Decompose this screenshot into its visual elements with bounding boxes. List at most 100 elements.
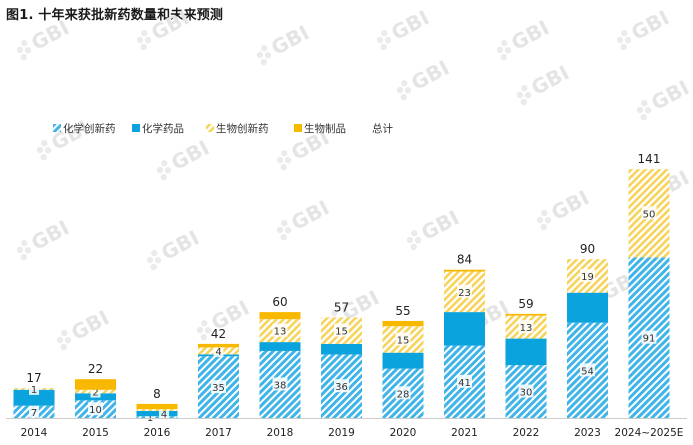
data-label: 13 — [520, 323, 533, 334]
data-label: 36 — [335, 382, 348, 393]
data-label-box — [211, 380, 226, 394]
x-tick-label: 2018 — [267, 427, 294, 439]
data-label-box — [395, 386, 411, 400]
legend-item: 生物创新药 — [206, 122, 269, 135]
watermark-text: GBI — [507, 15, 553, 55]
data-label: 7 — [31, 408, 37, 419]
data-label: 2 — [92, 388, 98, 399]
total-label: 22 — [88, 362, 103, 376]
x-tick-label: 2019 — [328, 427, 355, 439]
gbi-watermark: GBI — [376, 5, 433, 51]
data-label-box — [272, 323, 288, 337]
data-label-box — [334, 323, 349, 337]
x-tick-label: 2016 — [144, 427, 171, 439]
legend-label: 总计 — [372, 122, 393, 135]
watermark-text: GBI — [47, 115, 93, 155]
gbi-watermark: GBI — [16, 215, 73, 261]
x-tick-label: 2017 — [205, 427, 232, 439]
total-label: 84 — [457, 253, 472, 267]
data-label: 15 — [335, 327, 348, 338]
bar-bio-product-2020 — [382, 320, 424, 327]
data-label: 41 — [458, 378, 471, 389]
gbi-watermark: GBI — [396, 55, 453, 101]
gbi-watermark: GBI — [156, 135, 213, 181]
watermark-text: GBI — [167, 135, 213, 175]
total-label: 17 — [26, 371, 41, 385]
bar-bio-product-2015 — [75, 379, 116, 390]
watermark-text: GBI — [417, 205, 463, 245]
data-label-box — [29, 404, 39, 418]
data-label-box — [641, 330, 657, 344]
gbi-watermark: GBI — [636, 75, 693, 121]
data-label: 54 — [581, 366, 594, 377]
watermark-text: GBI — [267, 20, 313, 60]
legend-swatch — [294, 124, 302, 132]
gbi-watermark: GBI — [536, 185, 593, 231]
bar-chem-drug-2019 — [321, 343, 362, 355]
bar-bio-product-2017 — [198, 343, 239, 348]
bar-chem-drug-2014 — [13, 389, 55, 406]
data-label: 10 — [89, 405, 102, 416]
bar-bio-product-2016 — [136, 403, 178, 410]
data-label-box — [395, 332, 411, 346]
watermark-text: GBI — [627, 5, 673, 45]
x-tick-label: 2023 — [574, 427, 601, 439]
x-tick-label: 2014 — [21, 427, 48, 439]
x-axis: 2014 2015 2016 2017 2018 2019 2020 2021 2022 2023… — [6, 418, 687, 439]
legend-label: 化学创新药 — [63, 122, 116, 135]
legend-item: 化学药品 — [132, 122, 184, 135]
total-label: 59 — [518, 297, 533, 311]
watermark-text: GBI — [387, 5, 433, 45]
total-label: 55 — [395, 304, 410, 318]
gbi-watermark: GBI — [616, 5, 673, 51]
legend-swatch — [53, 124, 61, 132]
data-label-box — [580, 268, 595, 282]
data-label: 4 — [215, 347, 221, 358]
x-tick-label: 2020 — [390, 427, 417, 439]
total-label: 42 — [211, 327, 226, 341]
data-label-box — [145, 410, 155, 424]
legend-item: 生物制品 — [294, 122, 346, 135]
data-label: 35 — [212, 383, 225, 394]
legend-swatch — [206, 124, 214, 132]
gbi-watermark: GBI — [16, 15, 73, 61]
data-label-box — [159, 406, 169, 420]
bar-chem-drug-2022 — [505, 338, 547, 366]
data-label-box — [90, 384, 101, 398]
gbi-watermark: GBI — [56, 305, 113, 351]
total-label: 60 — [272, 295, 287, 309]
bar-bio-innovative-2016 — [136, 409, 178, 411]
bar-chem-drug-2021 — [444, 312, 485, 346]
data-label-box — [641, 206, 657, 220]
chart-legend: 化学创新药 化学药品 生物创新药 生物制品 总计 — [53, 122, 393, 135]
watermark-text: GBI — [547, 185, 593, 225]
watermark-text: GBI — [647, 75, 693, 115]
x-tick-label: 2022 — [513, 427, 540, 439]
gbi-watermark: GBI — [406, 205, 463, 251]
bar-bio-product-2018 — [259, 312, 301, 320]
legend-swatch — [132, 124, 140, 132]
total-label: 8 — [153, 387, 161, 401]
watermark-text: GBI — [27, 215, 73, 255]
gbi-watermark: GBI — [496, 15, 553, 61]
watermark-text: GBI — [527, 60, 573, 100]
data-label: 50 — [643, 209, 656, 220]
legend-label: 生物制品 — [304, 122, 346, 135]
data-label-box — [29, 381, 39, 395]
bar-chem-drug-2018 — [259, 342, 301, 351]
watermark-text: GBI — [147, 5, 193, 45]
watermark-text: GBI — [27, 15, 73, 55]
data-label: 30 — [520, 388, 533, 399]
chart-title: 图1. 十年来获批新药数量和未来预测 — [6, 8, 224, 23]
x-tick-label: 2015 — [82, 427, 109, 439]
data-label-box — [518, 384, 534, 398]
legend-item: 总计 — [372, 122, 393, 135]
data-label: 19 — [581, 272, 594, 283]
data-label: 38 — [274, 380, 287, 391]
total-label: 57 — [334, 300, 349, 314]
bar-chem-drug-2016 — [136, 410, 178, 417]
bar-bio-product-2022 — [505, 313, 547, 316]
total-label: 141 — [638, 152, 661, 166]
